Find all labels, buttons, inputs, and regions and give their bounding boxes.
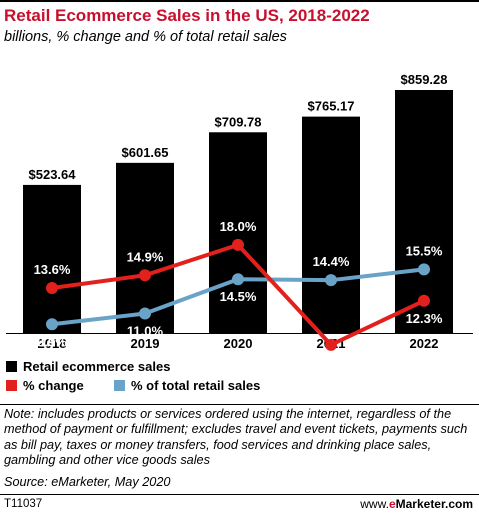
pct-change-point-2018 <box>46 282 58 295</box>
x-tick-2022: 2022 <box>410 336 439 351</box>
brand-e: e <box>388 497 396 511</box>
pct-total-label-2018: 9.9% <box>37 334 67 349</box>
bar-2021 <box>302 116 360 333</box>
pct-total-point-2019 <box>139 307 151 320</box>
footnote: Note: includes products or services orde… <box>4 407 468 468</box>
x-tick-2020: 2020 <box>224 336 253 351</box>
legend-swatch-pct-total <box>114 380 125 391</box>
pct-change-label-2021: 7.8% <box>316 355 346 360</box>
x-tick-2019: 2019 <box>131 336 160 351</box>
legend-swatch-ecommerce-sales <box>6 361 17 372</box>
pct-change-label-2022: 12.3% <box>406 311 443 326</box>
brand-link[interactable]: www.eMarketer.com <box>360 497 473 511</box>
pct-total-label-2020: 14.5% <box>220 289 257 304</box>
pct-total-point-2020 <box>232 273 244 286</box>
bar-2020 <box>209 132 267 333</box>
chart-code: T11037 <box>4 498 43 510</box>
legend-swatch-pct-change <box>6 380 17 391</box>
pct-change-label-2019: 14.9% <box>127 249 164 264</box>
legend-item-pct-total: % of total retail sales <box>114 378 260 393</box>
pct-change-point-2020 <box>232 238 244 251</box>
legend-label-pct-change: % change <box>23 378 84 393</box>
pct-total-point-2018 <box>46 318 58 331</box>
x-tick-2018: 2018 <box>38 336 67 351</box>
chart-area: $523.64 $601.65 $709.78 $765.17 $859.28 2018 2… <box>6 72 473 360</box>
chart-title: Retail Ecommerce Sales in the US, 2018-2… <box>4 6 370 25</box>
top-rule <box>0 0 479 2</box>
pct-total-label-2022: 15.5% <box>406 243 443 258</box>
pct-change-point-2021 <box>325 338 337 351</box>
pct-change-point-2022 <box>418 294 430 307</box>
bottom-rule <box>0 494 479 495</box>
legend-item-pct-change: % change <box>6 378 84 393</box>
brand-name: Marketer.com <box>395 497 473 511</box>
pct-total-point-2022 <box>418 263 430 276</box>
pct-total-point-2021 <box>325 274 337 287</box>
legend-label-pct-total: % of total retail sales <box>131 378 261 393</box>
legend-label-ecommerce-sales: Retail ecommerce sales <box>23 359 171 374</box>
pct-change-label-2018: 13.6% <box>34 262 71 277</box>
pct-change-point-2019 <box>139 269 151 282</box>
source-line: Source: eMarketer, May 2020 <box>4 475 171 489</box>
pct-change-label-2020: 18.0% <box>220 219 257 234</box>
pct-total-label-2021: 14.4% <box>313 254 350 269</box>
brand-prefix: www. <box>360 497 389 511</box>
chart-subtitle: billions, % change and % of total retail… <box>4 29 287 45</box>
bar-2022 <box>395 90 453 333</box>
bar-2018 <box>23 184 81 333</box>
bar-label-2021: $765.17 <box>308 99 355 114</box>
bar-label-2018: $523.64 <box>29 167 77 182</box>
bar-label-2019: $601.65 <box>122 145 169 160</box>
bar-label-2022: $859.28 <box>401 72 448 87</box>
bar-label-2020: $709.78 <box>215 114 262 129</box>
legend-item-ecommerce-sales: Retail ecommerce sales <box>6 359 170 374</box>
note-rule <box>0 404 479 405</box>
pct-total-label-2019: 11.0% <box>127 324 164 339</box>
